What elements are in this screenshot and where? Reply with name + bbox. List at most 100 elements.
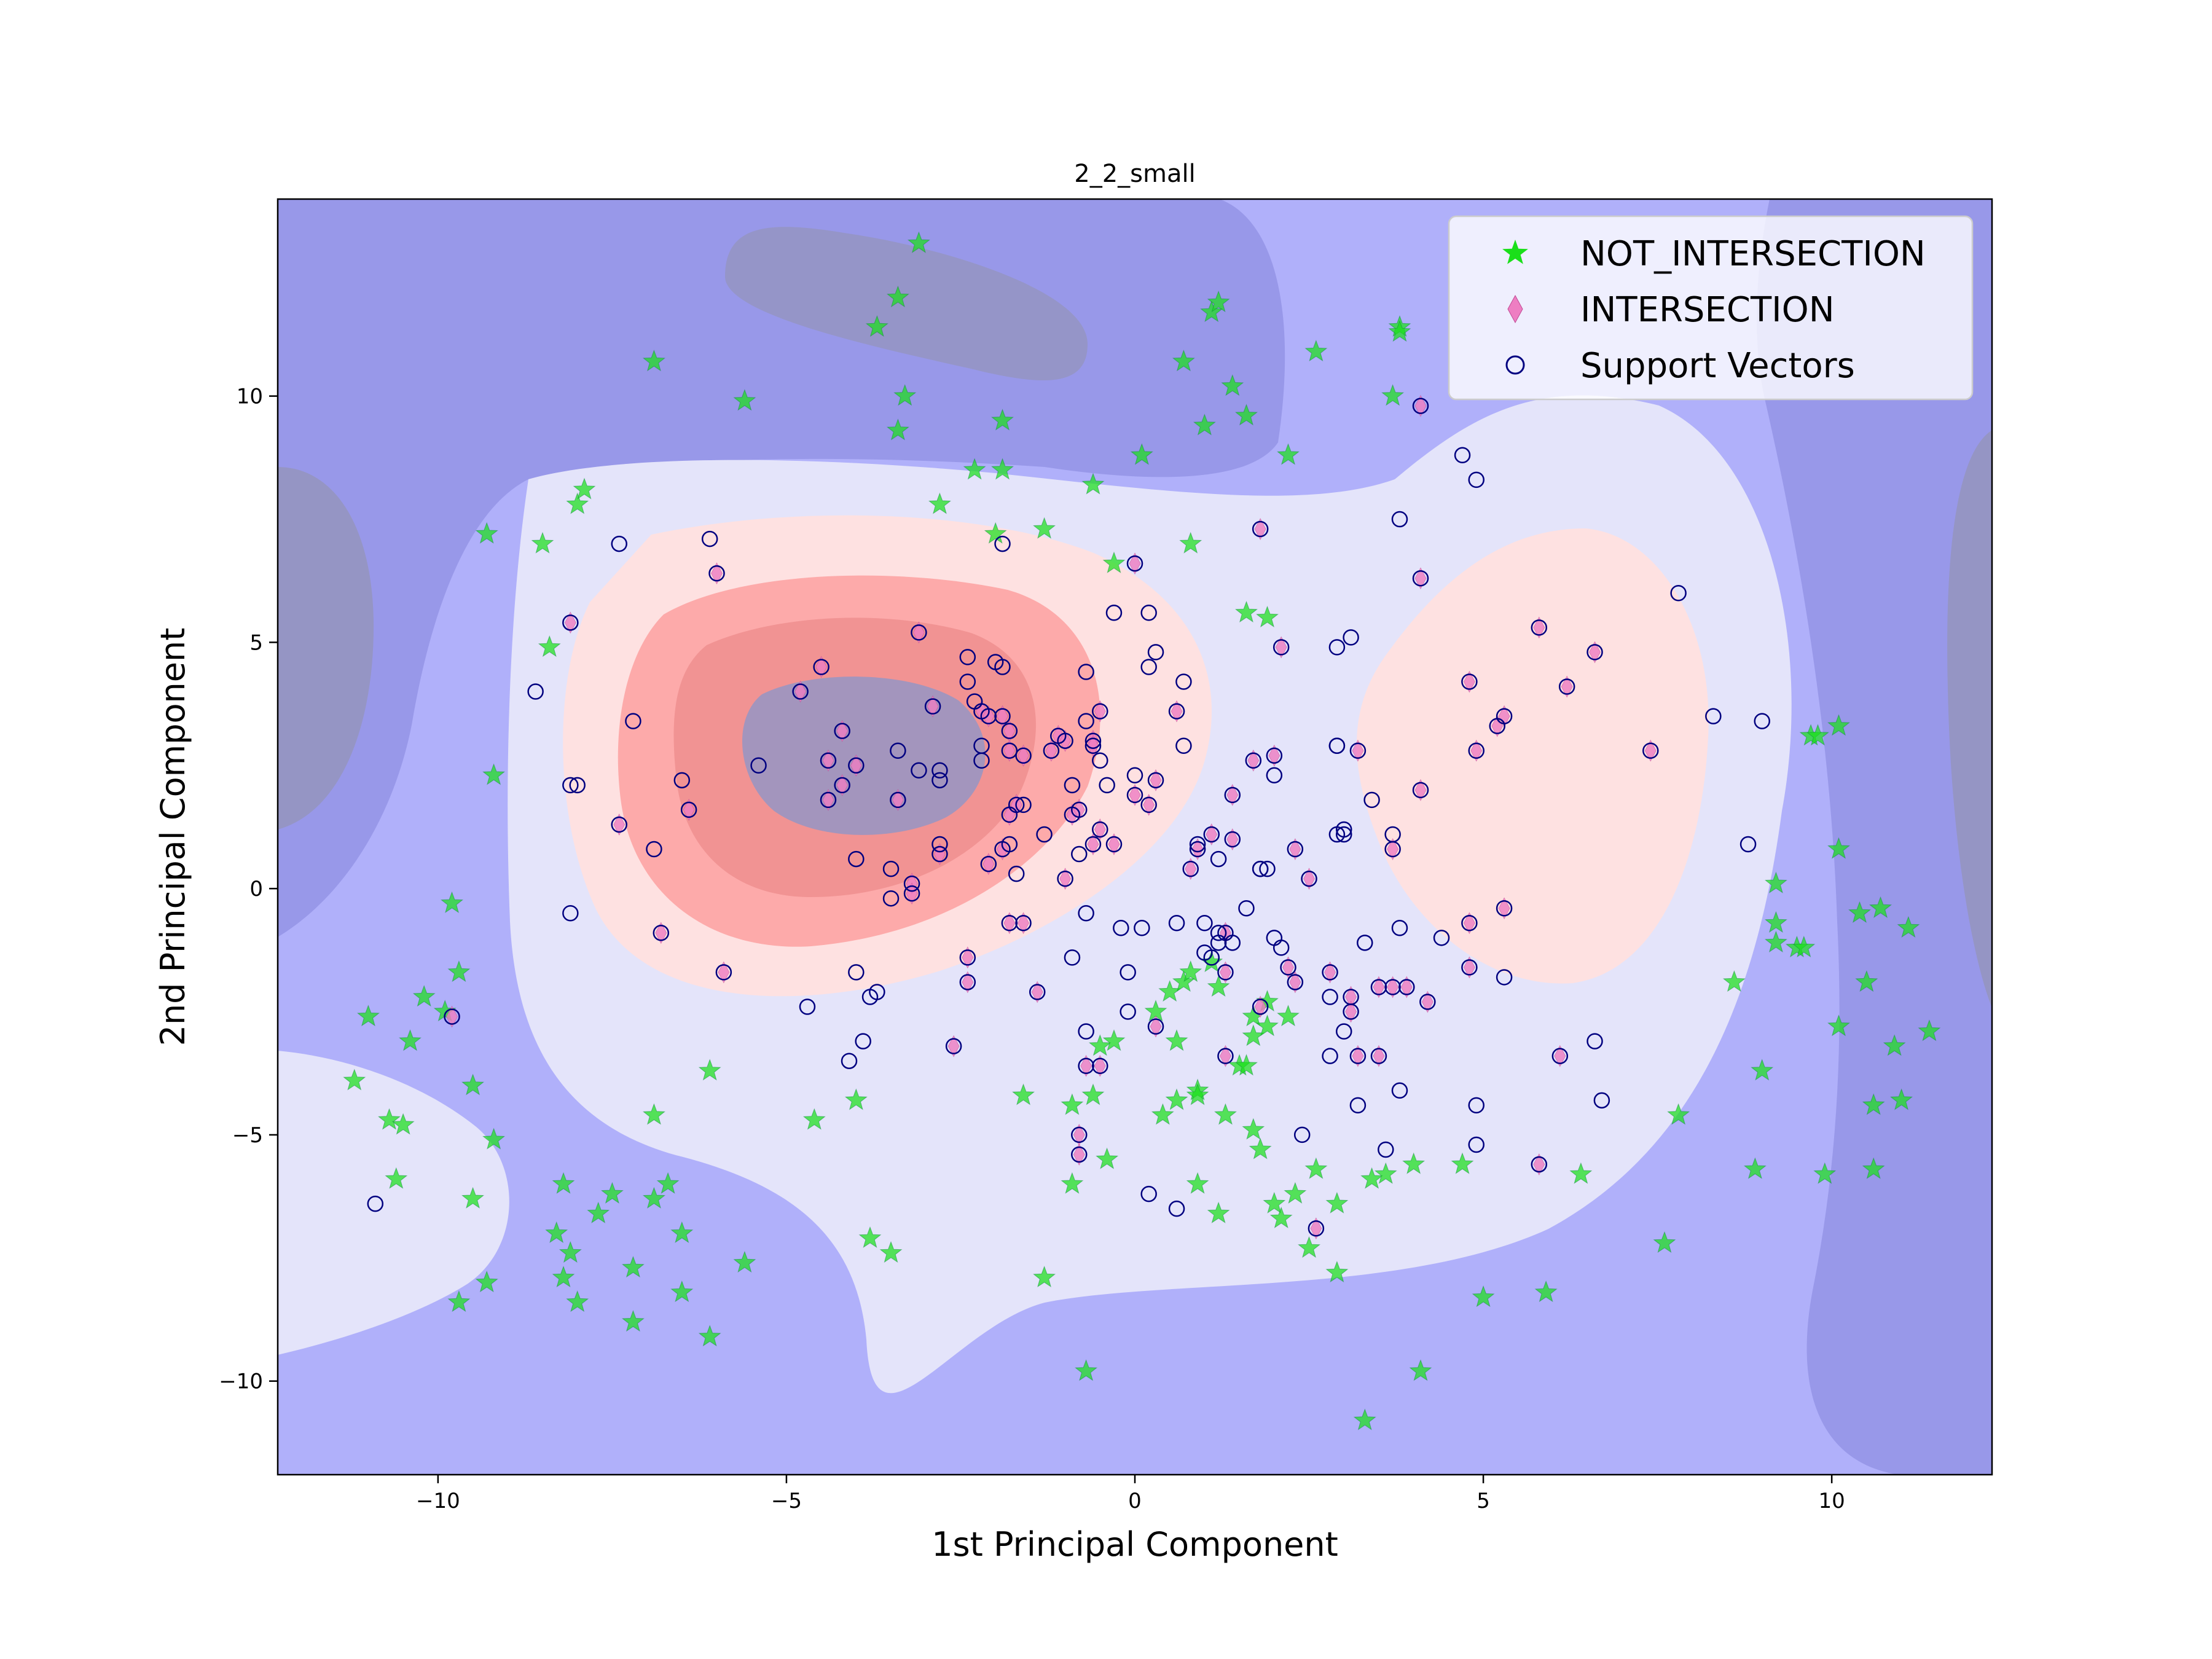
data-point [893,384,917,406]
data-point [1533,616,1545,639]
decision-region-grey-left [278,467,374,830]
support-vector-marker [924,698,941,715]
legend-label: INTERSECTION [1580,290,1835,330]
data-point [621,1255,645,1278]
support-vector-marker [1015,747,1032,764]
support-vector-marker [1322,989,1338,1005]
data-point [1743,1157,1767,1179]
data-point [1827,837,1850,859]
data-point [850,754,862,777]
x-axis: −10 −5 0 5 10 [416,1475,1845,1513]
data-point [1806,724,1829,746]
legend-box [1448,215,1974,401]
data-point [1381,384,1405,406]
data-point [600,1182,624,1204]
data-point [1206,823,1218,846]
support-vector-marker [1071,1146,1088,1163]
data-point [1249,1137,1272,1159]
support-vector-marker [1468,1097,1484,1114]
data-point [1764,930,1787,953]
data-point [1298,1236,1321,1258]
support-vector-marker [1335,821,1352,838]
support-vector-marker [1322,964,1338,981]
data-point [1207,290,1230,313]
data-point [1869,896,1892,918]
legend-item: NOT_INTERSECTION [1502,234,1926,274]
data-point [947,1035,960,1057]
support-vector-marker [1071,845,1088,863]
data-point [447,1290,471,1312]
data-point [1256,1014,1279,1037]
data-point [1451,1152,1474,1174]
data-point [1275,636,1287,659]
support-vector-marker [1120,1003,1136,1020]
support-vector-marker [1092,1057,1108,1074]
data-point [1130,443,1153,465]
data-point [655,922,667,944]
y-tick-label: 5 [249,630,263,655]
support-vector-marker [1008,865,1025,882]
data-point [1387,976,1399,998]
data-point [1045,739,1057,762]
support-vector-marker [1064,949,1081,966]
support-vector-marker [1092,703,1108,720]
data-point [1226,783,1239,806]
x-axis-title: 1st Principal Component [931,1525,1338,1564]
support-vector-marker [931,762,948,779]
data-point [1463,670,1475,693]
support-vector-marker [1001,915,1018,931]
data-point [1129,783,1141,806]
data-point [1890,1088,1913,1110]
support-vector-marker [1064,777,1081,794]
data-point [1080,1054,1092,1077]
support-vector-marker [1252,860,1269,877]
support-vector-marker [569,777,586,794]
support-vector-marker [1705,708,1722,724]
support-vector-marker [1015,796,1032,814]
data-point [385,1167,408,1189]
support-vector-marker [1113,920,1129,936]
support-vector-marker [1335,1023,1352,1040]
support-vector-marker [1175,673,1192,690]
data-point [1764,871,1787,893]
support-vector-marker [980,708,997,724]
support-vector-marker [1670,584,1687,602]
data-point [698,1325,721,1347]
support-vector-marker [1210,850,1227,868]
data-point [1498,897,1510,920]
data-point [670,1280,694,1303]
support-vector-marker [1084,737,1102,754]
data-point [1827,1014,1850,1037]
support-vector-marker [1586,644,1603,661]
data-point [545,1221,568,1243]
data-point [1096,1147,1119,1169]
support-vector-marker [841,1053,858,1069]
data-point [482,1128,506,1150]
support-vector-marker [869,984,885,1000]
data-point [1143,793,1155,816]
y-tick-label: −10 [219,1370,263,1394]
support-vector-marker [1273,939,1290,956]
support-vector-marker [1363,791,1380,809]
data-point [879,1241,903,1263]
data-point [982,705,995,728]
data-point [1234,600,1258,623]
support-vector-marker [1147,772,1164,789]
data-point [1388,320,1411,342]
data-point [1102,551,1126,573]
support-vector-marker [1461,673,1478,690]
data-point [1400,976,1413,998]
data-point [621,1310,645,1332]
data-point [1304,340,1328,362]
data-point [1268,744,1281,767]
data-point [907,231,930,253]
data-point [1277,443,1300,465]
support-vector-marker [931,845,948,863]
data-point [996,705,1009,728]
support-vector-marker [1036,826,1053,843]
data-point [1226,828,1239,851]
data-point [1059,729,1072,752]
data-point [822,788,834,811]
data-point [991,458,1014,480]
data-point [1256,605,1279,628]
